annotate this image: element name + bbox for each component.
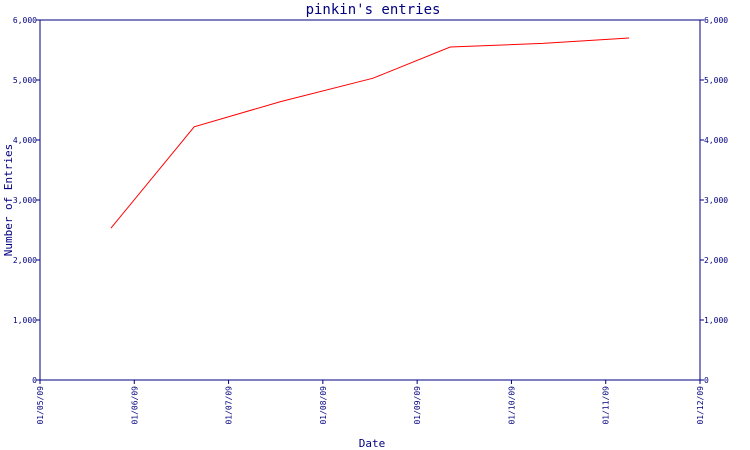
- y-tick-label-left: 0: [32, 376, 37, 385]
- y-tick-label-right: 5,000: [704, 76, 728, 85]
- y-tick-label-left: 2,000: [13, 256, 37, 265]
- x-ticks: 01/05/09 01/06/09 01/07/09 01/08/09 01/09/09…: [36, 380, 705, 425]
- x-tick-label: 01/07/09: [225, 386, 234, 425]
- y-axis-label: Number of Entries: [2, 144, 15, 257]
- plot-frame: [39, 19, 701, 381]
- y-tick-label-right: 4,000: [704, 136, 728, 145]
- y-tick-label-right: 0: [704, 376, 709, 385]
- y-ticks-right: 0 1,000 2,000 3,000 4,000 5,000 6,000: [700, 16, 728, 385]
- y-tick-label-left: 5,000: [13, 76, 37, 85]
- x-tick-label: 01/11/09: [602, 386, 611, 425]
- x-axis-label: Date: [359, 437, 386, 450]
- x-tick-label: 01/06/09: [130, 386, 139, 425]
- chart-title: pinkin's entries: [306, 2, 441, 18]
- x-tick-label: 01/12/09: [696, 386, 705, 425]
- x-tick-label: 01/05/09: [36, 386, 45, 425]
- series-layer: [110, 37, 630, 229]
- y-tick-label-right: 1,000: [704, 316, 728, 325]
- y-tick-label-left: 6,000: [13, 16, 37, 25]
- y-ticks-left: 0 1,000 2,000 3,000 4,000 5,000 6,000: [13, 16, 40, 385]
- series-line: [110, 37, 630, 229]
- y-tick-label-right: 2,000: [704, 256, 728, 265]
- y-tick-label-left: 3,000: [13, 196, 37, 205]
- y-tick-label-left: 4,000: [13, 136, 37, 145]
- x-tick-label: 01/08/09: [319, 386, 328, 425]
- x-tick-label: 01/09/09: [413, 386, 422, 425]
- y-tick-label-right: 6,000: [704, 16, 728, 25]
- y-tick-label-left: 1,000: [13, 316, 37, 325]
- x-tick-label: 01/10/09: [507, 386, 516, 425]
- y-tick-label-right: 3,000: [704, 196, 728, 205]
